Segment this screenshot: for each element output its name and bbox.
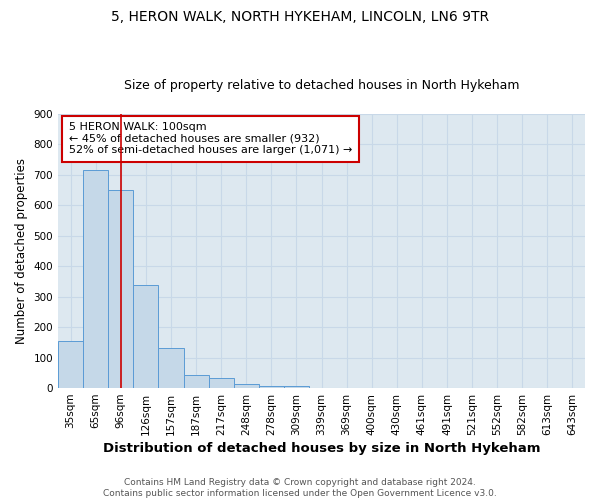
Bar bbox=[284, 386, 309, 388]
Bar bbox=[184, 376, 209, 388]
Text: Contains HM Land Registry data © Crown copyright and database right 2024.
Contai: Contains HM Land Registry data © Crown c… bbox=[103, 478, 497, 498]
Bar bbox=[158, 348, 184, 388]
Bar bbox=[259, 386, 284, 388]
Bar bbox=[133, 284, 158, 388]
Bar bbox=[58, 342, 83, 388]
Bar bbox=[108, 190, 133, 388]
Bar bbox=[83, 170, 108, 388]
X-axis label: Distribution of detached houses by size in North Hykeham: Distribution of detached houses by size … bbox=[103, 442, 540, 455]
Bar bbox=[209, 378, 233, 388]
Bar bbox=[233, 384, 259, 388]
Text: 5 HERON WALK: 100sqm
← 45% of detached houses are smaller (932)
52% of semi-deta: 5 HERON WALK: 100sqm ← 45% of detached h… bbox=[68, 122, 352, 156]
Text: 5, HERON WALK, NORTH HYKEHAM, LINCOLN, LN6 9TR: 5, HERON WALK, NORTH HYKEHAM, LINCOLN, L… bbox=[111, 10, 489, 24]
Y-axis label: Number of detached properties: Number of detached properties bbox=[15, 158, 28, 344]
Title: Size of property relative to detached houses in North Hykeham: Size of property relative to detached ho… bbox=[124, 79, 519, 92]
